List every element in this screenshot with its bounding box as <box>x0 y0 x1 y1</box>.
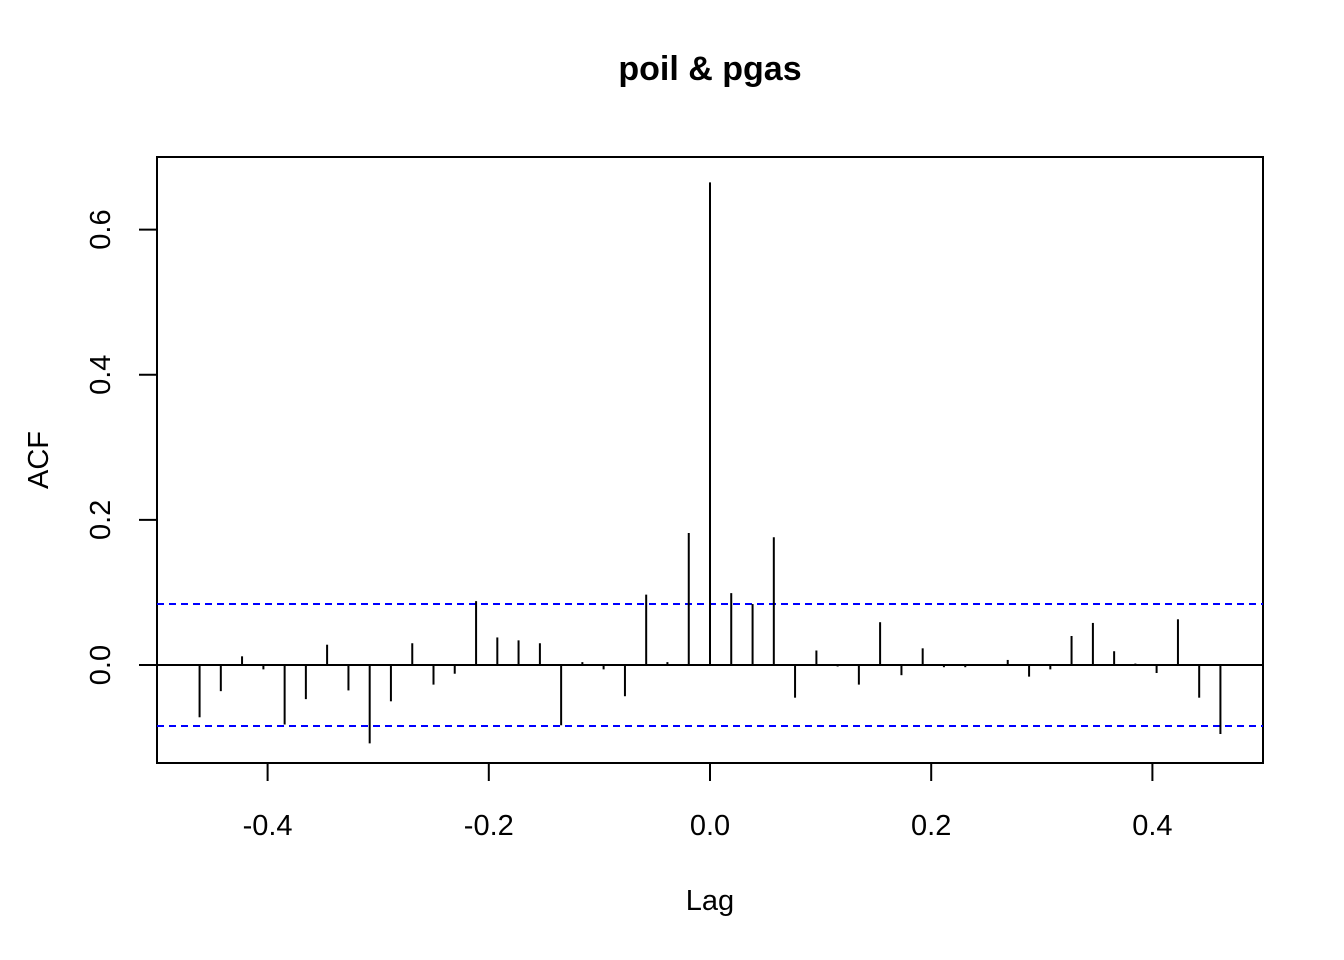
y-tick-label: 0.6 <box>85 209 117 249</box>
x-tick-label: 0.4 <box>1132 810 1172 842</box>
y-tick-label: 0.0 <box>85 645 117 685</box>
x-tick-label: 0.2 <box>911 810 951 842</box>
x-tick-label: -0.2 <box>464 810 514 842</box>
y-axis-label: ACF <box>23 431 55 489</box>
plot-area <box>157 182 1263 744</box>
x-tick-label: 0.0 <box>690 810 730 842</box>
x-axis-label: Lag <box>686 885 734 917</box>
y-tick-label: 0.2 <box>85 500 117 540</box>
x-axis: -0.4 -0.2 0.0 0.2 0.4 <box>243 763 1173 842</box>
chart-title: poil & pgas <box>618 50 801 88</box>
x-tick-label: -0.4 <box>243 810 293 842</box>
y-axis: 0.0 0.2 0.4 0.6 <box>85 209 157 685</box>
y-tick-label: 0.4 <box>85 355 117 395</box>
